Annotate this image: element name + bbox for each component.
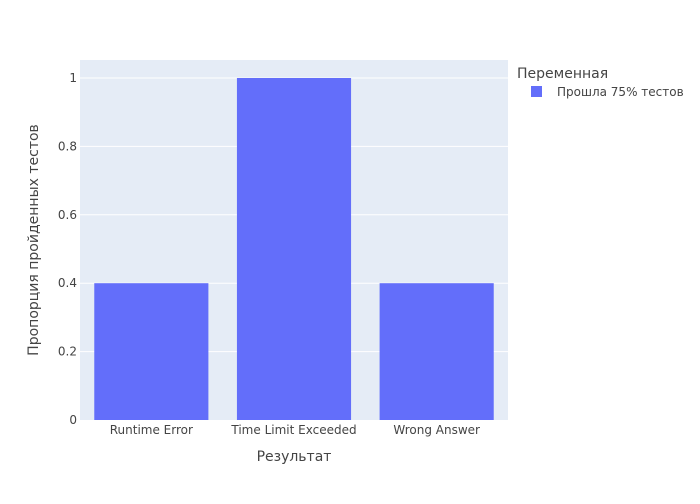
y-tick-label: 1: [69, 71, 77, 85]
x-tick-labels: Runtime Error Time Limit Exceeded Wrong An…: [110, 423, 480, 437]
y-tick-label: 0.4: [58, 276, 77, 290]
y-axis-title: Пропорция пройденных тестов: [26, 124, 42, 356]
legend-title: Переменная: [517, 66, 608, 82]
y-tick-label: 0: [69, 413, 77, 427]
legend-swatch[interactable]: [531, 86, 542, 97]
legend-label[interactable]: Прошла 75% тестов: [557, 85, 684, 99]
bar[interactable]: [94, 283, 209, 420]
bars: [94, 77, 494, 420]
y-tick-label: 0.8: [58, 139, 77, 153]
y-tick-label: 0.6: [58, 208, 77, 222]
y-tick-label: 0.2: [58, 345, 77, 359]
legend-items: Прошла 75% тестов: [531, 85, 684, 99]
x-tick-label: Runtime Error: [110, 423, 193, 437]
y-tick-labels: 0 0.2 0.4 0.6 0.8 1: [58, 71, 77, 427]
legend: Переменная Прошла 75% тестов: [517, 66, 684, 99]
bar[interactable]: [379, 283, 494, 420]
bar[interactable]: [236, 77, 352, 420]
x-axis-title: Результат: [257, 449, 332, 465]
x-tick-label: Wrong Answer: [393, 423, 480, 437]
x-tick-label: Time Limit Exceeded: [230, 423, 356, 437]
